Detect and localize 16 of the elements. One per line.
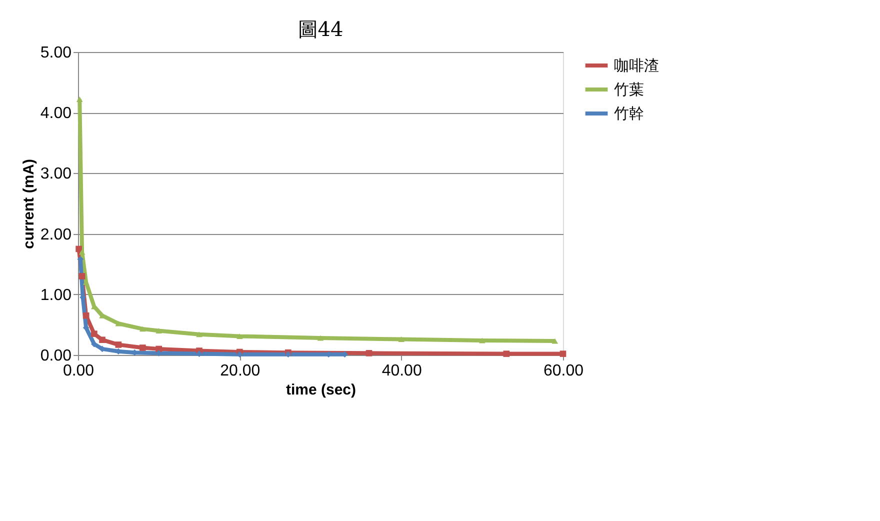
legend-label: 竹幹	[614, 104, 644, 122]
x-tick-label: 40.00	[382, 362, 422, 380]
x-tick-label: 60.00	[543, 362, 584, 380]
y-tick-label: 2.00	[40, 226, 72, 244]
x-tick-label: 20.00	[220, 362, 260, 380]
y-tick-label: 4.00	[40, 105, 72, 122]
y-tick-label: 3.00	[40, 166, 72, 183]
legend-label: 咖啡渣	[614, 56, 659, 74]
chart-title: 圖44	[298, 17, 344, 41]
y-tick-label: 1.00	[40, 286, 72, 304]
y-axis-title: current (mA)	[20, 158, 38, 250]
x-axis-title: time (sec)	[286, 382, 356, 398]
x-tick-label: 0.00	[62, 362, 94, 380]
legend-label: 竹葉	[614, 80, 644, 98]
y-tick-label: 5.00	[40, 44, 72, 62]
y-tick-label: 0.00	[40, 348, 72, 364]
